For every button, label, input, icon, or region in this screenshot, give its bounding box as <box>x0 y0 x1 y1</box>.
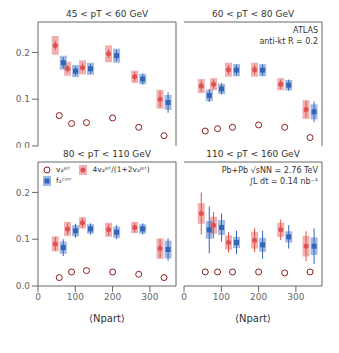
svg-text:0: 0 <box>181 292 187 302</box>
html-text:Pb+Pb √sNN = 2.76 TeV: Pb+Pb √sNN = 2.76 TeV <box>221 166 318 175</box>
svg-text:0.2: 0.2 <box>16 48 30 58</box>
svg-text:100: 100 <box>213 292 230 302</box>
html-text:110 < pT < 160 GeV: 110 < pT < 160 GeV <box>206 149 300 159</box>
html-text:anti-kt R = 0.2: anti-kt R = 0.2 <box>259 37 318 46</box>
svg-text:0: 0 <box>35 292 41 302</box>
html-text:ATLAS: ATLAS <box>293 26 318 35</box>
html-text:80 < pT < 110 GeV: 80 < pT < 110 GeV <box>63 149 151 159</box>
svg-text:100: 100 <box>67 292 84 302</box>
svg-text:⟨Npart⟩: ⟨Npart⟩ <box>235 313 271 324</box>
svg-text:0.0: 0.0 <box>16 141 31 148</box>
svg-text:0.1: 0.1 <box>16 234 30 244</box>
html-text:45 < pT < 60 GeV: 45 < pT < 60 GeV <box>65 9 149 19</box>
svg-text:⟨Npart⟩: ⟨Npart⟩ <box>89 313 125 324</box>
html-text:∫L dt = 0.14 nb⁻¹: ∫L dt = 0.14 nb⁻¹ <box>248 177 318 186</box>
html-text:60 < pT < 80 GeV: 60 < pT < 80 GeV <box>211 9 295 19</box>
html-text:v₂ʲᵉᵗ: v₂ʲᵉᵗ <box>56 165 71 174</box>
svg-text:0.1: 0.1 <box>16 94 30 104</box>
svg-text:300: 300 <box>141 292 158 302</box>
svg-text:0.2: 0.2 <box>16 188 30 198</box>
svg-text:200: 200 <box>104 292 121 302</box>
html-text:4v₂ʲᵉᵗ/(1+2v₂ʲᵉᵗ): 4v₂ʲᵉᵗ/(1+2v₂ʲᵉᵗ) <box>92 165 150 174</box>
html-text:f₂ᶜᵒʳʳ: f₂ᶜᵒʳʳ <box>56 176 72 185</box>
svg-text:0.0: 0.0 <box>16 281 31 291</box>
svg-text:200: 200 <box>250 292 267 302</box>
svg-text:300: 300 <box>287 292 304 302</box>
